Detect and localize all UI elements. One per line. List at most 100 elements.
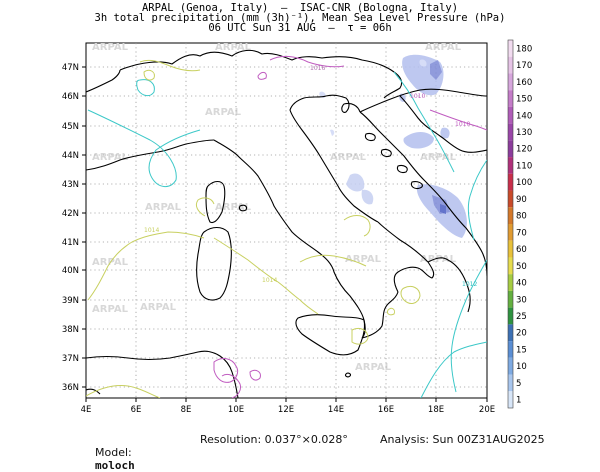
watermark: ARPAL xyxy=(92,152,129,163)
longitude-label: 14E xyxy=(328,405,344,415)
axis-ticks xyxy=(82,66,488,402)
watermark: ARPAL xyxy=(205,107,242,118)
colorbar-swatch xyxy=(508,341,513,358)
colorbar-swatch xyxy=(508,123,513,141)
isobar-labels: 1016 1010 1010 1014 1014 1012 xyxy=(144,65,477,288)
colorbar-swatch xyxy=(508,157,513,174)
colorbar-label: 25 xyxy=(516,312,527,322)
colorbar-label: 70 xyxy=(516,228,527,238)
latitude-label: 40N xyxy=(62,266,79,276)
map-title-line-1: ARPAL (Genoa, Italy) – ISAC-CNR (Bologna… xyxy=(141,2,459,14)
colorbar-swatch xyxy=(508,190,513,208)
map-title-line-3: 06 UTC Sun 31 AUG – τ = 06h xyxy=(208,22,392,34)
latitude-label: 45N xyxy=(62,122,79,132)
watermark: ARPAL xyxy=(330,152,367,163)
watermark: ARPAL xyxy=(420,254,457,265)
colorbar-label: 150 xyxy=(516,95,532,105)
longitude-label: 8E xyxy=(181,405,192,415)
isobar-layer xyxy=(86,55,487,398)
colorbar-swatch xyxy=(508,274,513,291)
longitude-label: 16E xyxy=(378,405,394,415)
isobar-label: 1010 xyxy=(410,93,425,100)
colorbar-swatch xyxy=(508,90,513,107)
colorbar-label: 140 xyxy=(516,111,532,121)
watermark: ARPAL xyxy=(215,202,252,213)
colorbar-label: 80 xyxy=(516,212,527,222)
colorbar-label: 1 xyxy=(516,396,521,406)
colorbar-label: 60 xyxy=(516,245,527,255)
colorbar-swatch xyxy=(508,391,513,408)
longitude-label: 10E xyxy=(228,405,244,415)
coastline-layer xyxy=(86,49,487,398)
latitude-label: 46N xyxy=(62,92,79,102)
latitude-labels: 47N 46N 45N 44N 43N 42N 41N 40N 39N 38N … xyxy=(62,63,79,393)
watermark: ARPAL xyxy=(345,254,382,265)
longitude-label: 4E xyxy=(81,405,92,415)
latitude-label: 43N xyxy=(62,180,79,190)
colorbar-swatch xyxy=(508,173,513,191)
colorbar-swatch xyxy=(508,357,513,375)
model-value: moloch xyxy=(95,459,135,472)
longitude-label: 18E xyxy=(428,405,444,415)
colorbar-swatch xyxy=(508,240,513,258)
watermark: ARPAL xyxy=(92,304,129,315)
colorbar-label: 100 xyxy=(516,178,532,188)
colorbar-label: 10 xyxy=(516,362,527,372)
latitude-label: 42N xyxy=(62,209,79,219)
latitude-label: 38N xyxy=(62,325,79,335)
latitude-label: 36N xyxy=(62,383,79,393)
resolution-info: Resolution: 0.037°×0.028° xyxy=(200,433,348,446)
colorbar-label: 170 xyxy=(516,61,532,71)
colorbar-frame xyxy=(507,39,514,409)
longitude-label: 20E xyxy=(479,405,495,415)
analysis-info: Analysis: Sun 00Z31AUG2025 xyxy=(380,433,545,446)
watermark: ARPAL xyxy=(215,42,252,53)
latitude-label: 47N xyxy=(62,63,79,73)
colorbar-label: 5 xyxy=(516,379,521,389)
isobar-label: 1016 xyxy=(310,65,325,72)
colorbar-label: 90 xyxy=(516,195,527,205)
colorbar-label: 30 xyxy=(516,295,527,305)
longitude-label: 6E xyxy=(131,405,142,415)
watermark: ARPAL xyxy=(92,42,129,53)
isobar-label: 1010 xyxy=(455,121,470,128)
isobar-label: 1014 xyxy=(262,277,277,284)
colorbar-label: 110 xyxy=(516,161,532,171)
colorbar-swatch xyxy=(508,56,513,74)
colorbar-label: 130 xyxy=(516,128,532,138)
model-info: Model: moloch xyxy=(88,433,135,472)
colorbar-swatch xyxy=(508,73,513,91)
colorbar-swatch xyxy=(508,307,513,325)
precipitation-layer xyxy=(319,54,467,238)
watermark: ARPAL xyxy=(420,152,457,163)
watermark: ARPAL xyxy=(140,302,177,313)
colorbar-label: 160 xyxy=(516,78,532,88)
precipitation-colorbar: 1801701601501401301201101009080706050403… xyxy=(507,39,532,409)
isobar-label: 1014 xyxy=(144,227,159,234)
colorbar-swatch xyxy=(508,207,513,224)
colorbar-swatch xyxy=(508,257,513,275)
colorbar-swatch xyxy=(508,140,513,158)
longitude-label: 12E xyxy=(278,405,294,415)
colorbar-label: 20 xyxy=(516,329,527,339)
colorbar-label: 40 xyxy=(516,279,527,289)
colorbar-swatch xyxy=(508,106,513,124)
colorbar-label: 50 xyxy=(516,262,527,272)
colorbar-swatch xyxy=(508,224,513,241)
map-title-line-2: 3h total precipitation (mm (3h)⁻¹), Mean… xyxy=(94,12,506,24)
map-graticule xyxy=(86,43,487,398)
map-frame xyxy=(85,42,488,399)
watermark: ARPAL xyxy=(355,362,392,373)
latitude-label: 37N xyxy=(62,354,79,364)
colorbar-swatch xyxy=(508,374,513,392)
colorbar-swatch xyxy=(508,324,513,342)
watermark: ARPAL xyxy=(145,202,182,213)
latitude-label: 39N xyxy=(62,296,79,306)
colorbar-label: 180 xyxy=(516,44,532,54)
latitude-label: 44N xyxy=(62,151,79,161)
colorbar-swatch xyxy=(508,290,513,308)
longitude-labels: 4E 6E 8E 10E 12E 14E 16E 18E 20E xyxy=(81,405,495,415)
watermark: ARPAL xyxy=(425,42,462,53)
colorbar-label: 15 xyxy=(516,345,527,355)
latitude-label: 41N xyxy=(62,238,79,248)
